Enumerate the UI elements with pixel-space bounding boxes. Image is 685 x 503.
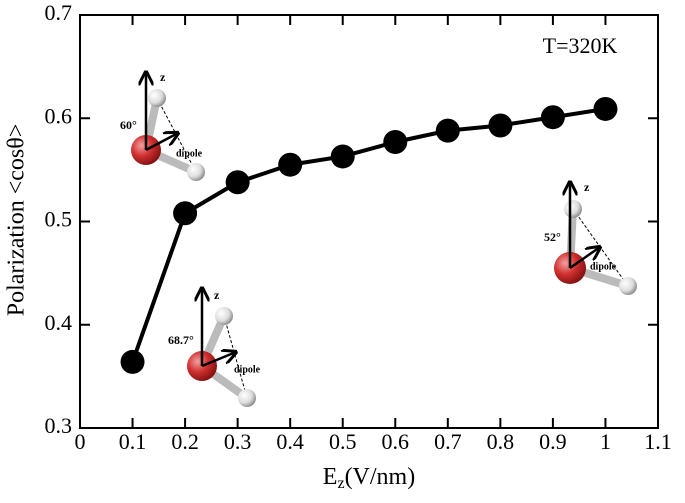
data-point: [278, 152, 303, 177]
inset-angle: 52°: [544, 230, 561, 244]
molecule-inset: z 60° dipole: [120, 70, 205, 181]
x-tick-label: 0.5: [329, 429, 357, 454]
data-point: [593, 96, 618, 121]
x-tick-label: 0.9: [539, 429, 567, 454]
y-tick-label: 0.5: [45, 207, 73, 232]
molecule-inset: z 52° dipole: [544, 180, 637, 295]
x-label-main: E: [323, 464, 338, 490]
x-label-rest: (V/nm): [345, 464, 416, 490]
inset-axis: z: [584, 180, 590, 194]
y-tick-label: 0.7: [45, 0, 73, 25]
y-tick-label: 0.6: [45, 103, 73, 128]
x-tick-label: 0.8: [487, 429, 515, 454]
data-point: [540, 105, 565, 130]
y-tick-label: 0.3: [45, 413, 73, 438]
inset-angle: 68.7°: [168, 333, 194, 347]
inset-dipole: dipole: [234, 364, 261, 375]
x-tick-label: 0.7: [434, 429, 462, 454]
x-tick-label: 0.3: [224, 429, 252, 454]
data-line: [130, 106, 606, 363]
inset-dipole: dipole: [590, 261, 617, 272]
data-point: [120, 349, 145, 374]
inset-angle: 60°: [120, 118, 137, 132]
data-point: [173, 201, 198, 226]
y-tick-label: 0.4: [45, 310, 73, 335]
data-point: [225, 170, 250, 195]
x-tick-label: 0: [75, 429, 86, 454]
data-point: [488, 113, 513, 138]
x-tick-label: 0.6: [382, 429, 410, 454]
y-axis-label: Polarization <cosθ>: [4, 124, 30, 317]
x-tick-label: 1: [600, 429, 611, 454]
data-point: [330, 144, 355, 169]
temperature-label: T=320K: [543, 33, 618, 58]
x-axis-label: Ez(V/nm): [323, 464, 415, 492]
data-point: [435, 118, 460, 143]
x-tick-label: 1.1: [644, 429, 672, 454]
data-point: [383, 129, 408, 154]
inset-axis: z: [160, 70, 166, 84]
inset-dipole: dipole: [176, 148, 203, 159]
x-label-sub: z: [337, 475, 344, 492]
molecule-inset: z 68.7° dipole: [168, 288, 261, 407]
inset-axis: z: [214, 288, 220, 302]
x-tick-label: 0.2: [171, 429, 199, 454]
x-tick-label: 0.4: [276, 429, 304, 454]
x-tick-label: 0.1: [119, 429, 147, 454]
